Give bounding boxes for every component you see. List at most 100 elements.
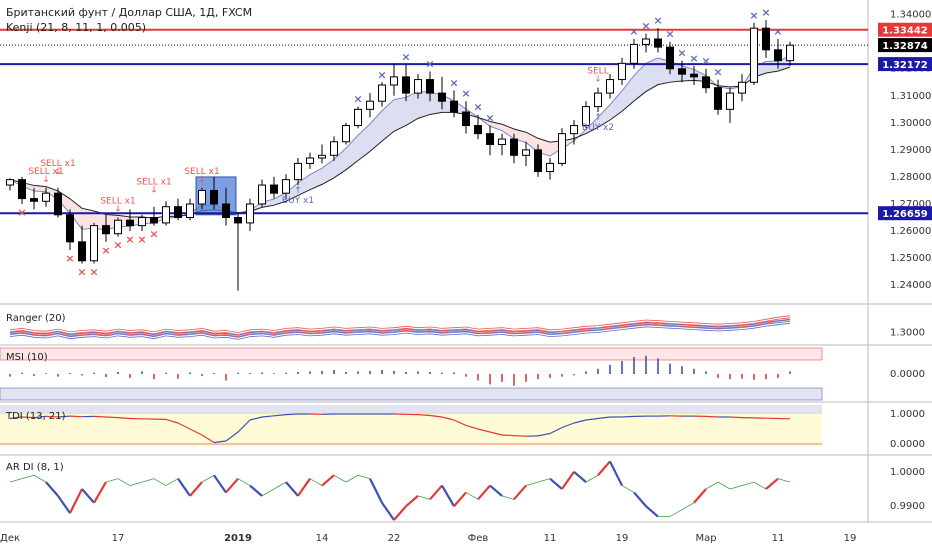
candle-body [594,92,602,108]
candle-body [186,203,194,219]
price-tick-label: 1.27000 [890,199,931,210]
ardi-line-segment [609,460,623,487]
candle-body [90,225,98,262]
candle [126,209,134,232]
candle-body [510,138,518,156]
ardi-line-segment [729,485,743,490]
ardi-line-segment [213,474,227,494]
buy-cross-marker: × [773,25,782,38]
ardi-line-segment [633,491,647,507]
candle [738,74,746,102]
ardi-line-segment [537,478,551,483]
ardi-line-segment [153,478,167,486]
indicator-label: Kenji (21, 8, 11, 1, 0.005) [6,21,147,34]
candle-body [414,79,422,94]
tdi-zone [0,412,822,446]
ma-band-fill [586,117,598,134]
candle [726,87,734,123]
tdi-line-segment [237,419,251,433]
msi-upper-zone [0,347,823,361]
ardi-line-segment [501,495,515,500]
date-tick-label: 11 [772,533,785,544]
candle-body [294,162,302,181]
candle-body [342,125,350,143]
price-level-box [878,57,932,72]
ardi-line-segment [321,474,335,487]
tdi-line-segment [537,432,551,437]
candle [534,144,542,177]
tdi-line-segment [441,416,455,421]
candle [354,106,362,129]
signal-arrow-sell: ↓ [594,75,602,85]
tdi-line-segment [93,415,107,418]
tdi-line-segment [177,422,191,430]
candle-body [582,106,590,127]
signal-arrow-sell: ↓ [198,175,206,185]
ardi-line-segment [369,478,383,504]
tdi-tick-label: 1.0000 [890,409,925,420]
buy-cross-marker: × [689,52,698,65]
candle [150,206,158,226]
candle [438,76,446,110]
candle-body [162,206,170,224]
symbol-title: Британский фунт / Доллар США, 1Д, FXCM [6,6,253,19]
candle [294,158,302,186]
candle-body [426,79,434,94]
candle [138,214,146,232]
candle-body [462,111,470,127]
candle [378,82,386,107]
candle [522,141,530,167]
candle-body [546,162,554,173]
date-tick-label: 22 [388,533,401,544]
candle [210,176,218,210]
ardi-line-segment [201,474,215,483]
signal-label-buy: BUY x1 [282,196,314,206]
tdi-line-segment [477,428,491,433]
date-tick-label: Дек [0,533,20,544]
ardi-line-segment [189,481,203,497]
buy-cross-marker: × [377,68,386,81]
tdi-line-segment [213,440,227,444]
ardi-line-segment [21,474,35,480]
candle [54,187,62,218]
buy-cross-marker: × [461,87,470,100]
candle-body [738,81,746,94]
date-tick-label: 19 [616,533,629,544]
tdi-line-segment [21,416,35,419]
ma-band-fill [394,97,406,132]
ardi-line-segment [525,481,539,486]
ardi-line-segment [753,481,767,490]
ranger-line [9,322,791,340]
buy-cross-marker: × [473,101,482,114]
ardi-line-segment [249,484,263,497]
candle-body [258,184,266,205]
candle [462,101,470,134]
ardi-line-segment [741,481,755,486]
sell-cross-marker: × [89,265,98,278]
tdi-line-segment [225,431,239,442]
price-tick-label: 1.29000 [890,145,931,156]
ma-band-fill [622,75,634,112]
candle [414,74,422,99]
candle [702,68,710,94]
candle-body [66,214,74,243]
ardi-line-segment [453,491,467,507]
candle-body [714,87,722,110]
candle-body [762,27,770,51]
candle-body [522,149,530,156]
candle [270,176,278,199]
candle-body [210,189,218,205]
candle [366,93,374,118]
ardi-line-segment [165,478,179,486]
candle [6,178,14,191]
candle-body [306,157,314,164]
sell-cross-marker: × [65,252,74,265]
candle [198,187,206,210]
msi-title: MSI (10) [6,352,48,363]
ardi-line-segment [441,485,455,507]
tdi-line-segment [117,417,131,420]
ardi-line-segment [225,477,239,494]
signal-label-sell: SELL x1 [100,197,135,207]
chart-header: Британский фунт / Доллар США, 1Д, FXCM K… [6,6,252,34]
